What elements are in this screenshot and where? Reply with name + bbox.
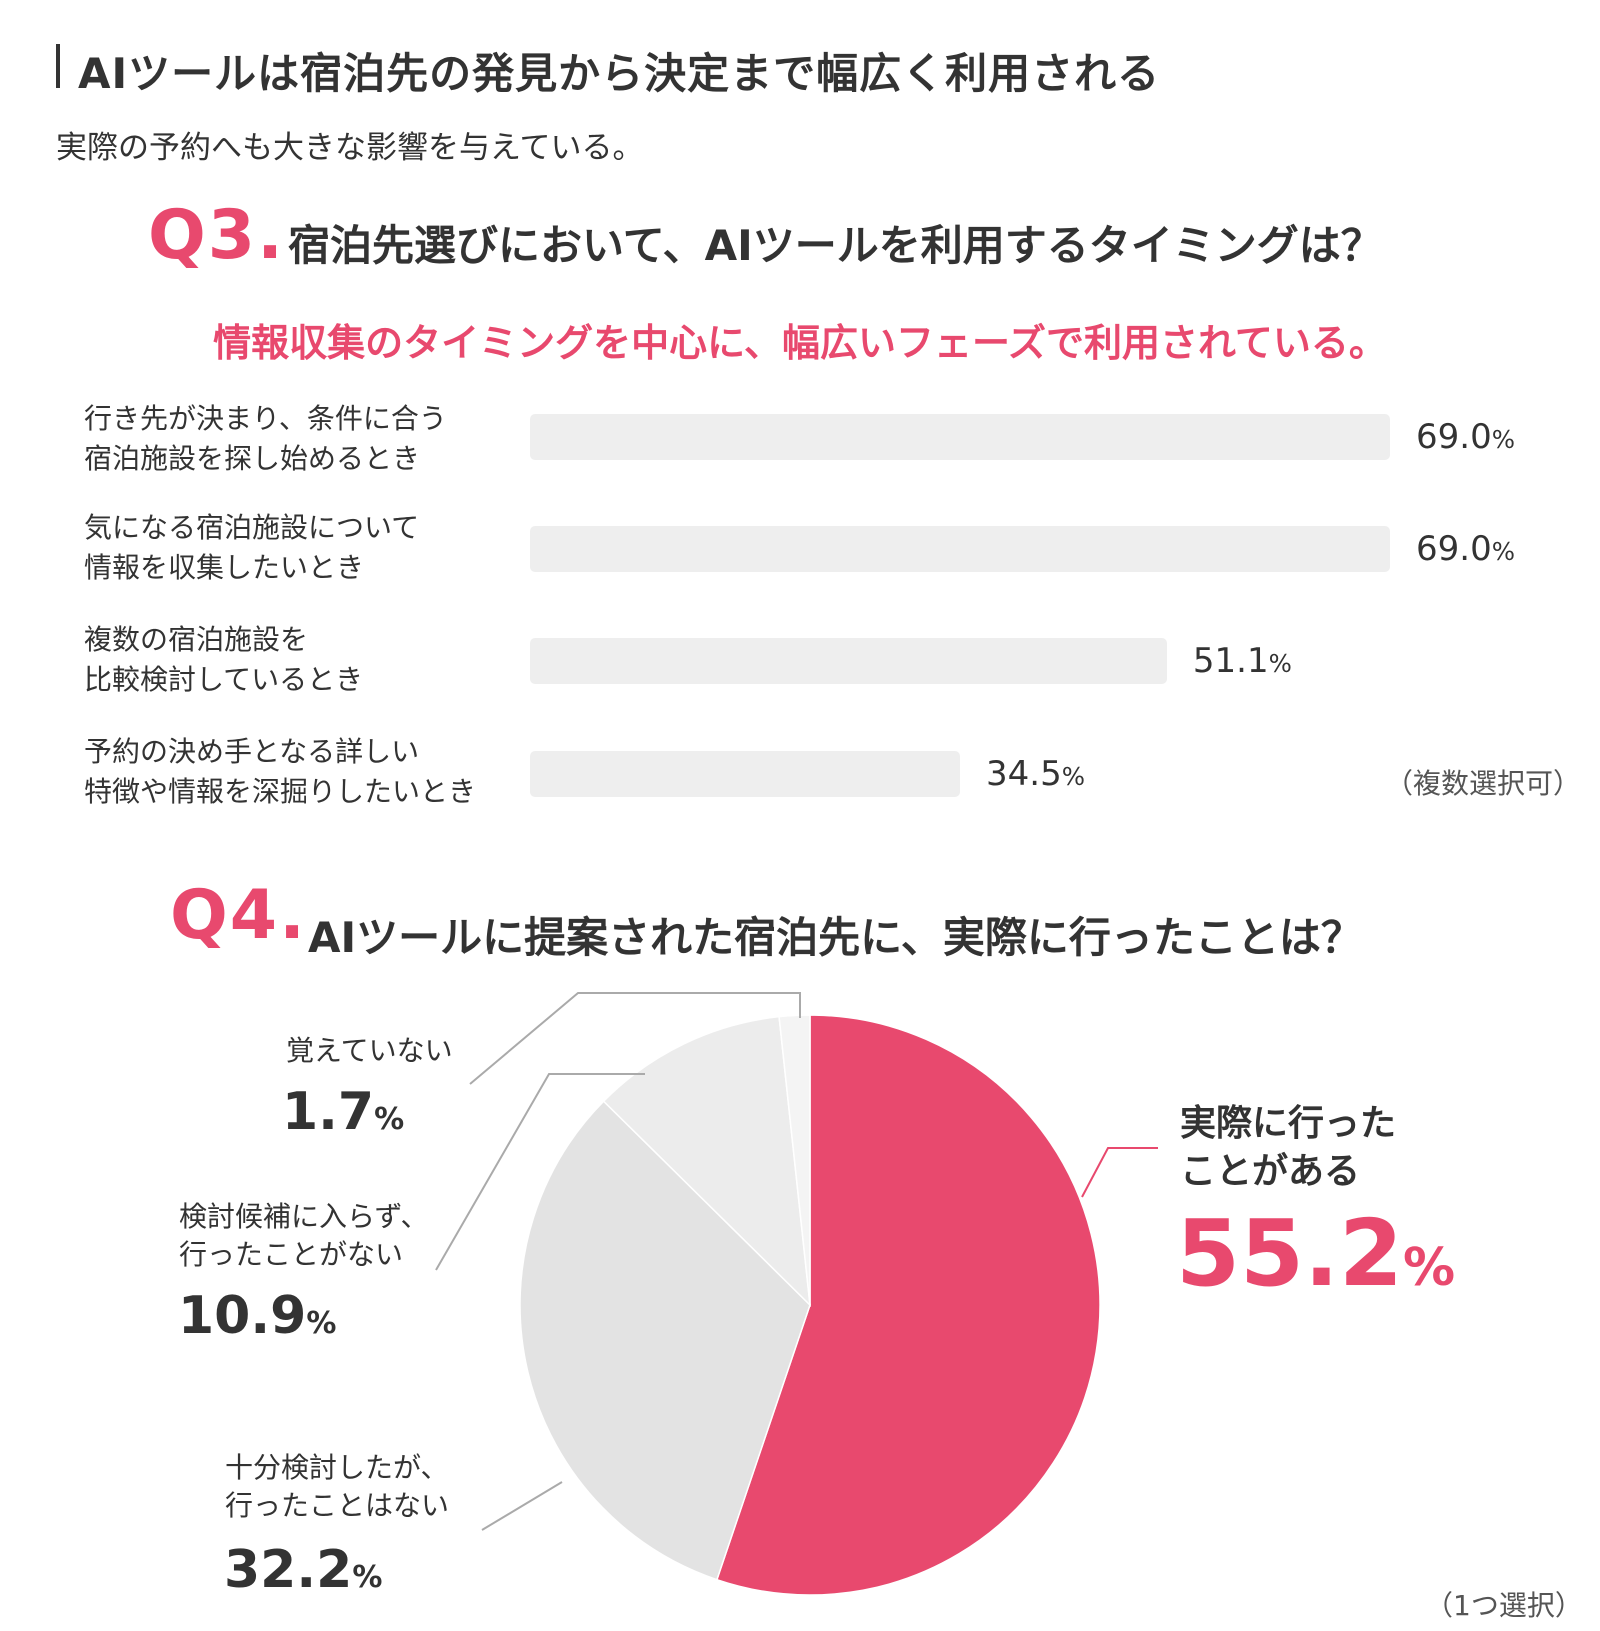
bar-value: 34.5% [986,754,1085,794]
bar-label: 複数の宿泊施設を 比較検討しているとき [84,623,364,696]
leader-visited [1081,1147,1158,1198]
q3-question: 宿泊先選びにおいて、AIツールを利用するタイミングは？ [288,221,1383,270]
q3-note: （複数選択可） [1385,767,1582,800]
pie-label-considered: 十分検討したが、 行ったことはない [225,1451,450,1522]
pie-slice-considered [519,1100,811,1581]
pie-value-not-candidate: 10.9% [178,1286,337,1346]
bar-value: 69.0% [1416,529,1515,569]
leader-not-candidate [435,1073,645,1271]
pie-slice-dont-remember [778,1014,811,1306]
q4-note: （1つ選択） [1425,1589,1583,1622]
bar-label: 気になる宿泊施設について 情報を収集したいとき [84,511,420,584]
header-accent-bar [56,44,60,88]
pie-slice-visited [715,1014,1101,1596]
leader-dont-remember [469,992,801,1085]
bar-label: 行き先が決まり、条件に合う 宿泊施設を探し始めるとき [84,402,447,475]
q4-number: Q4. [170,876,307,955]
bar-label: 予約の決め手となる詳しい 特徴や情報を深掘りしたいとき [84,735,477,808]
leader-considered [481,1481,563,1531]
bar-value: 51.1% [1192,641,1292,681]
bar [530,638,1167,684]
pie-slice-not-candidate [602,1015,811,1308]
bar-value: 69.0% [1416,417,1515,457]
pie-label-not-candidate: 検討候補に入らず、 行ったことがない [179,1200,429,1271]
pie-value-visited: 55.2% [1176,1200,1456,1307]
bar [530,414,1390,460]
bar [530,526,1390,572]
pie-value-dont-remember: 1.7% [282,1082,405,1142]
q4-question: AIツールに提案された宿泊先に、実際に行ったことは？ [308,913,1363,962]
q3-number: Q3. [148,196,285,275]
pie-label-visited: 実際に行った ことがある [1180,1103,1397,1192]
pie-value-considered: 32.2% [224,1540,383,1600]
page-subtitle: 実際の予約へも大きな影響を与えている。 [56,130,644,166]
page-title: AIツールは宿泊先の発見から決定まで幅広く利用される [78,49,1161,98]
bar [530,751,960,797]
q3-highlight: 情報収集のタイミングを中心に、幅広いフェーズで利用されている。 [213,321,1387,365]
pie-label-dont-remember: 覚えていない [286,1034,453,1067]
